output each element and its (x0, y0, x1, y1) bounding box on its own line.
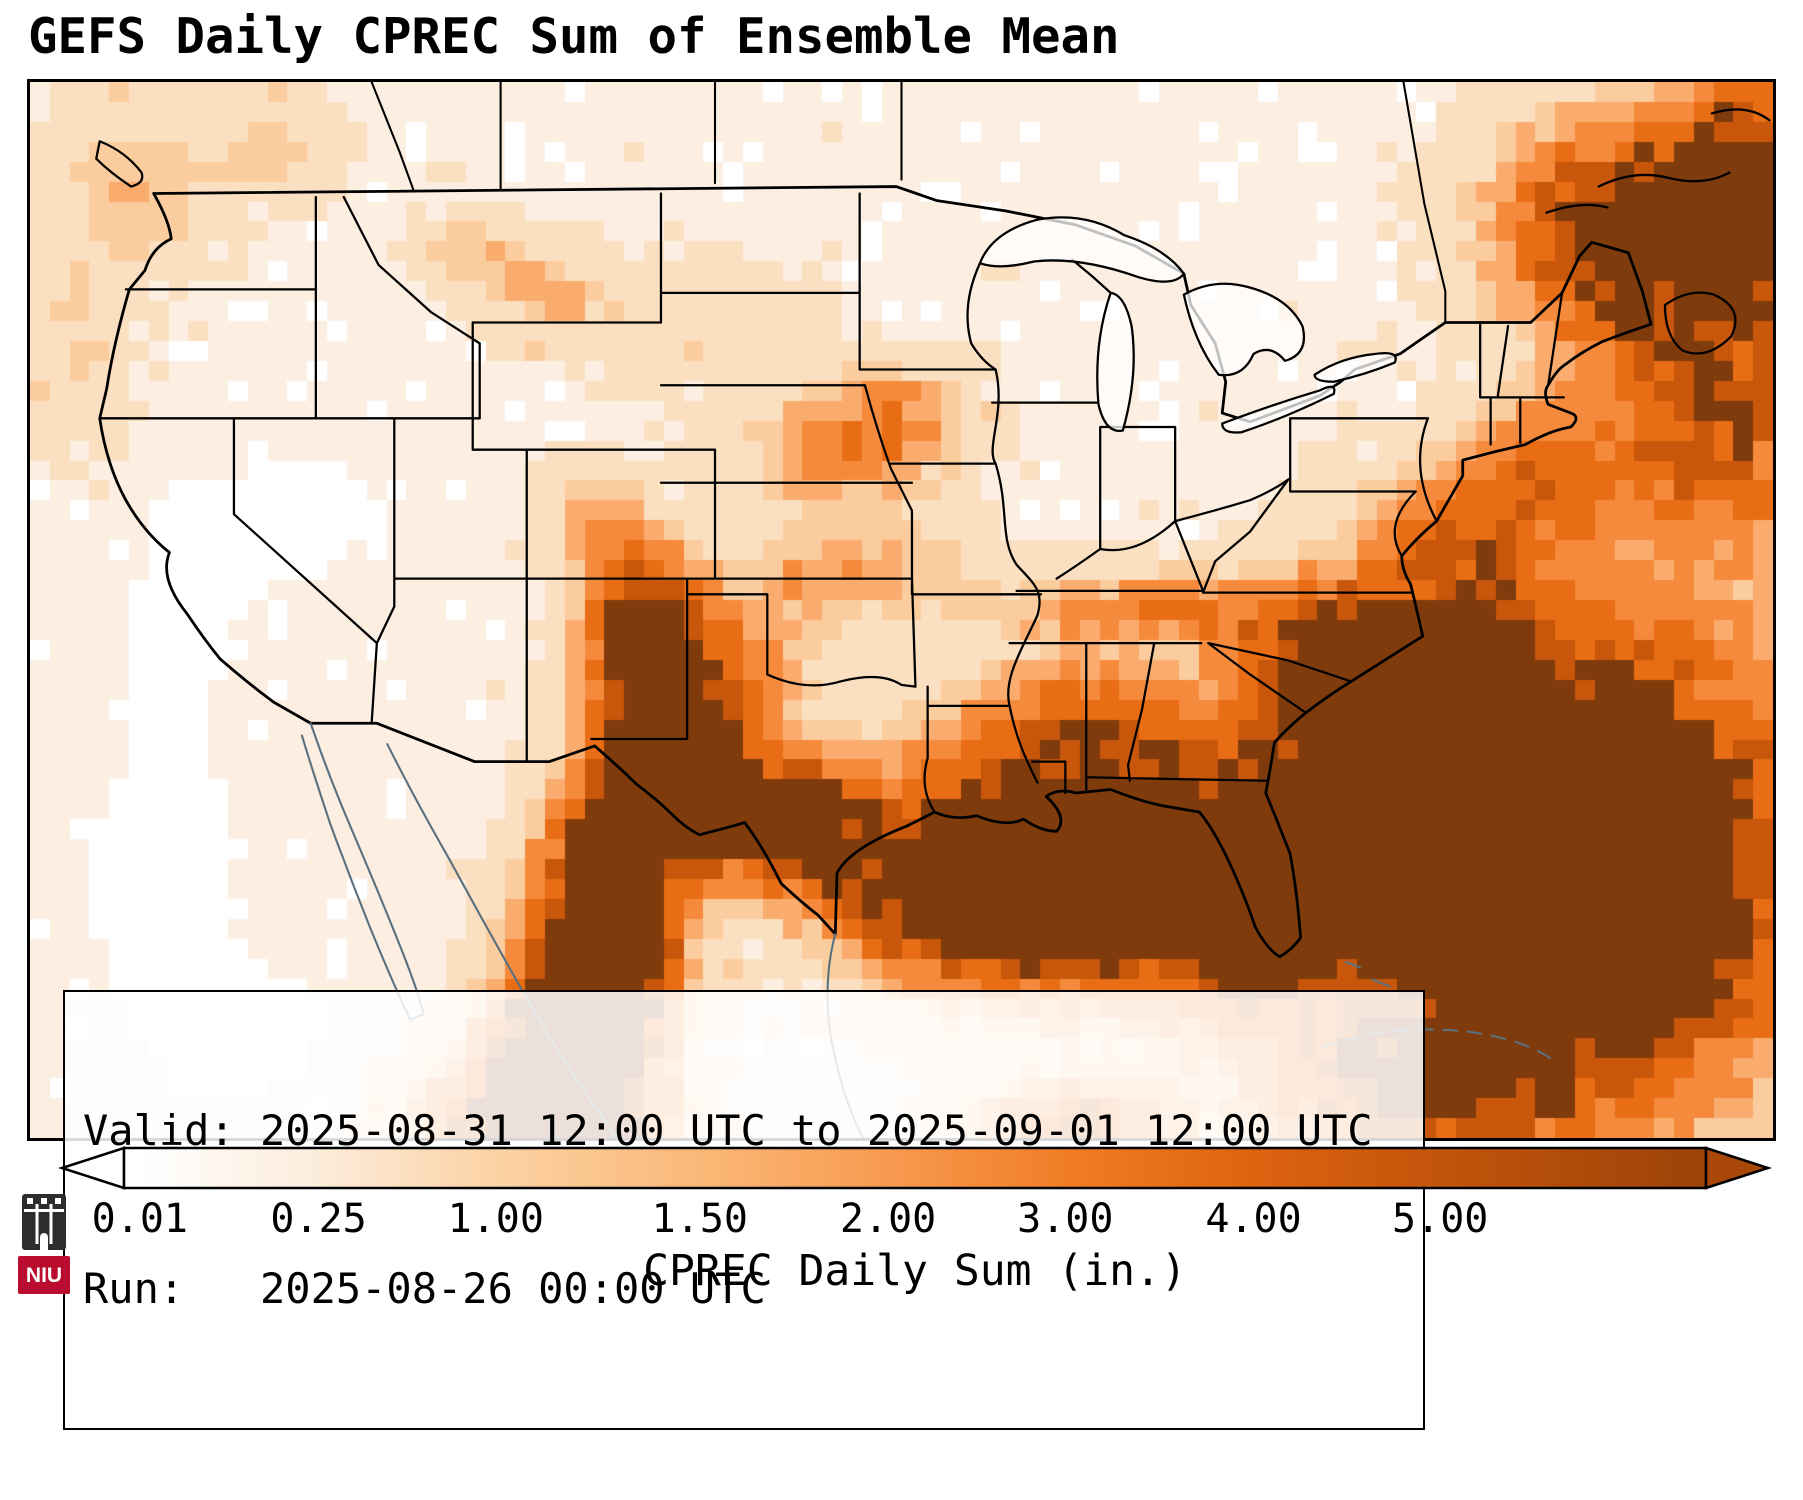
colorbar-label: CPREC Daily Sum (in.) (643, 1246, 1187, 1296)
precip-heatmap-canvas (30, 82, 1773, 1138)
run-time-text: Run: 2025-08-26 00:00 UTC (83, 1263, 766, 1313)
niu-logo-text: NIU (26, 1264, 62, 1287)
us-west-coastline (98, 192, 313, 725)
map-panel: Valid: 2025-08-31 12:00 UTC to 2025-09-0… (27, 79, 1776, 1430)
colorbar-tick: 0.25 (270, 1196, 367, 1242)
state-borders (98, 192, 1565, 814)
colorbar-tick: 1.50 (651, 1196, 749, 1242)
figure-title: GEFS Daily CPREC Sum of Ensemble Mean (28, 8, 1120, 65)
colorbar-tick: 2.00 (839, 1196, 937, 1242)
us-mexico-border (309, 721, 837, 936)
colorbar-tick: 3.00 (1017, 1196, 1114, 1242)
bahamas-islands (1344, 960, 1391, 988)
us-gulf-atlantic-coastline (833, 322, 1653, 959)
colorbar-tick: 5.00 (1392, 1196, 1489, 1242)
colorbar-under-arrow (57, 1146, 126, 1190)
colorbar-tick: 1.00 (447, 1196, 544, 1242)
colorbar-over-arrow (1704, 1146, 1773, 1190)
colorbar (57, 1146, 1773, 1192)
niu-logo: NIU (18, 1190, 70, 1296)
colorbar-gradient-bar (122, 1146, 1708, 1190)
colorbar-ticks: 0.01 0.25 1.00 1.50 2.00 3.00 4.00 5.00 (60, 1196, 1770, 1242)
canada-east-coastline (95, 108, 1771, 355)
colorbar-tick: 0.01 (91, 1196, 188, 1242)
niu-castle-icon (22, 1194, 66, 1250)
colorbar-tick: 4.00 (1205, 1196, 1302, 1242)
canada-us-border (152, 185, 1653, 424)
canada-province-borders (370, 82, 1447, 324)
geo-overlay (95, 82, 1771, 1138)
niu-red-banner (18, 1256, 70, 1294)
great-lakes (978, 216, 1397, 434)
